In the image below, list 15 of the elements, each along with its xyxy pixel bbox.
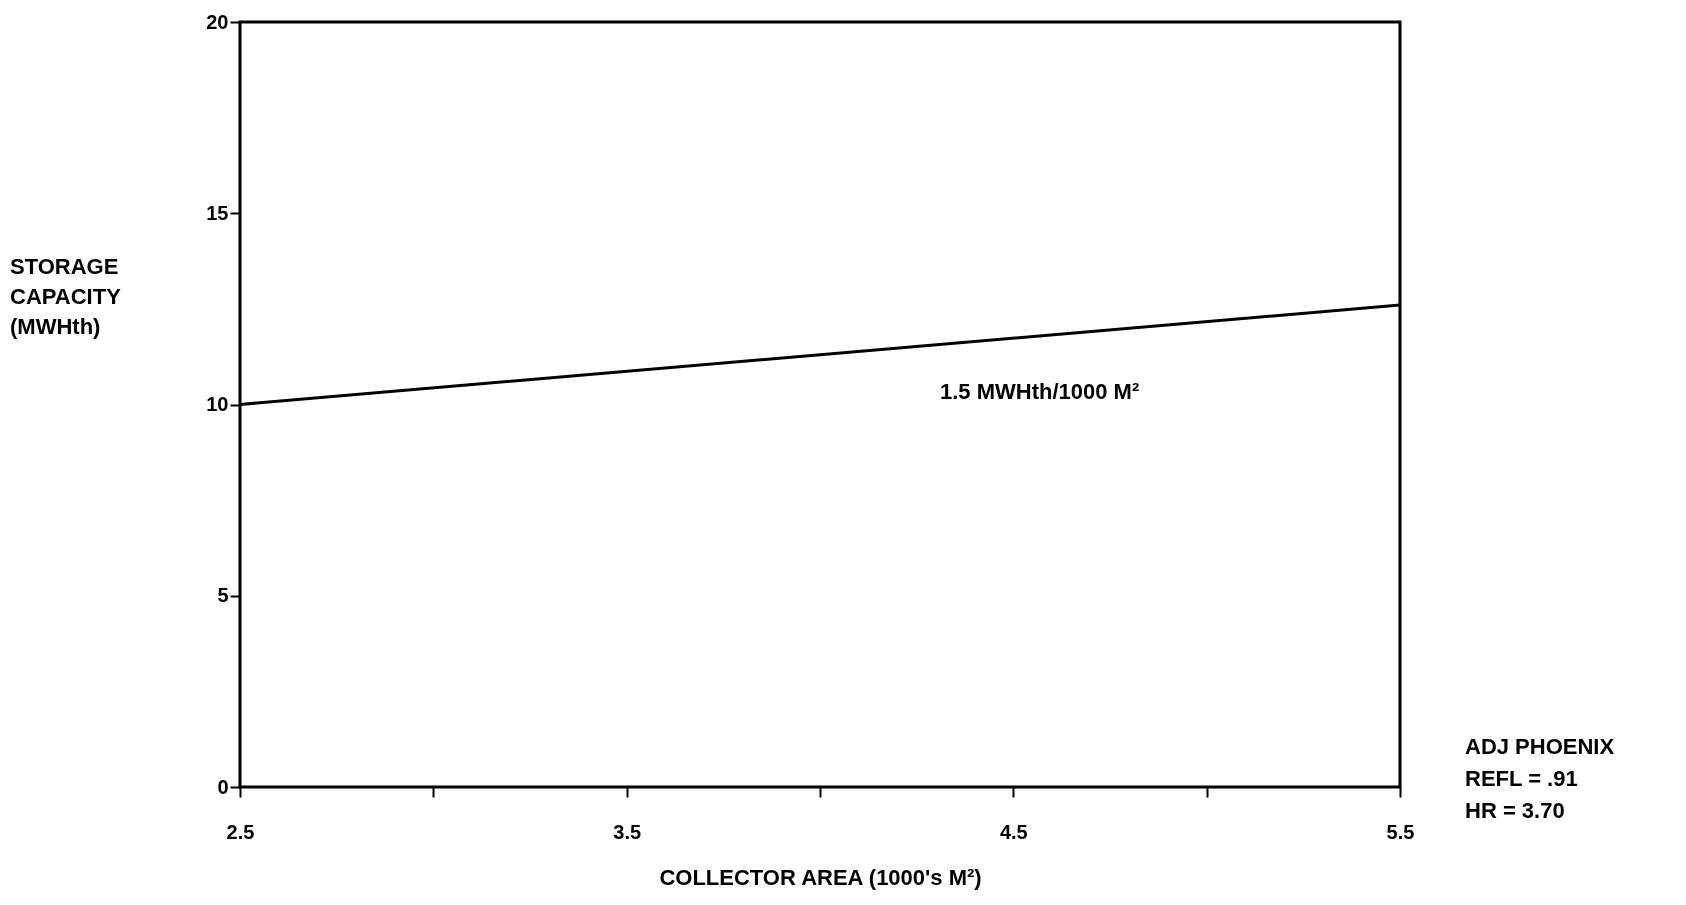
x-axis-title: COLLECTOR AREA (1000's M²) (659, 864, 982, 890)
y-axis-title: STORAGE CAPACITY (MWHth) (10, 254, 122, 339)
x-tick-label: 3.5 (613, 820, 642, 843)
x-tick-label: 2.5 (226, 820, 255, 843)
x-tick-label: 5.5 (1386, 820, 1415, 843)
x-tick-label: 4.5 (999, 820, 1028, 843)
text: HR = 3.70 (1465, 798, 1565, 823)
text: ADJ PHOENIX (1465, 734, 1615, 759)
y-tick-label: 0 (217, 775, 229, 798)
y-tick-label: 15 (206, 201, 229, 224)
y-tick-label: 10 (206, 393, 229, 415)
text: REFL = .91 (1465, 766, 1578, 791)
annotation: 1.5 MWHth/1000 M² (940, 379, 1140, 404)
y-tick-label: 20 (206, 10, 229, 33)
y-tick-label: 5 (217, 584, 229, 607)
